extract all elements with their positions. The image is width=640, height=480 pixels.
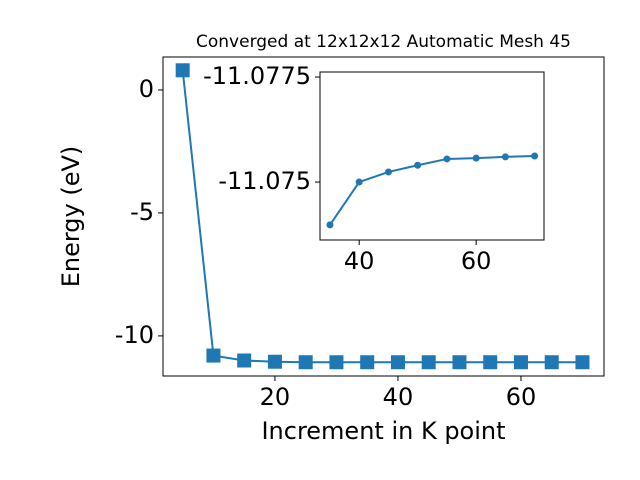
marker: [329, 355, 344, 370]
marker: [390, 355, 405, 370]
marker: [513, 355, 528, 370]
marker: [237, 353, 252, 368]
marker: [472, 154, 480, 162]
x-tick-label: 60: [461, 247, 492, 275]
marker: [443, 155, 451, 163]
marker: [501, 153, 509, 161]
y-tick-label: -10: [115, 321, 154, 349]
marker: [531, 152, 539, 160]
plot-frame: [162, 56, 605, 377]
marker: [298, 355, 313, 370]
chart-title: Converged at 12x12x12 Automatic Mesh 45: [196, 32, 571, 52]
marker: [483, 355, 498, 370]
marker: [452, 355, 467, 370]
marker: [206, 348, 221, 363]
marker: [414, 161, 422, 169]
marker: [175, 63, 190, 78]
x-tick-label: 20: [260, 383, 291, 411]
x-axis-label: Increment in K point: [261, 417, 505, 445]
marker: [575, 355, 590, 370]
x-tick-label: 40: [344, 247, 375, 275]
y-tick-label: -11.0775: [203, 62, 311, 90]
marker: [544, 355, 559, 370]
y-axis-label: Energy (eV): [57, 146, 85, 288]
y-tick-label: -11.075: [218, 167, 311, 195]
y-tick-label: 0: [139, 75, 154, 103]
series-line: [329, 155, 535, 226]
x-tick-label: 40: [383, 383, 414, 411]
marker: [421, 355, 436, 370]
marker: [267, 354, 282, 369]
y-tick-label: -5: [130, 198, 154, 226]
x-tick-label: 60: [506, 383, 537, 411]
plot-frame: [319, 71, 545, 241]
marker: [360, 355, 375, 370]
marker: [355, 178, 363, 186]
marker: [326, 221, 334, 229]
marker: [384, 168, 392, 176]
